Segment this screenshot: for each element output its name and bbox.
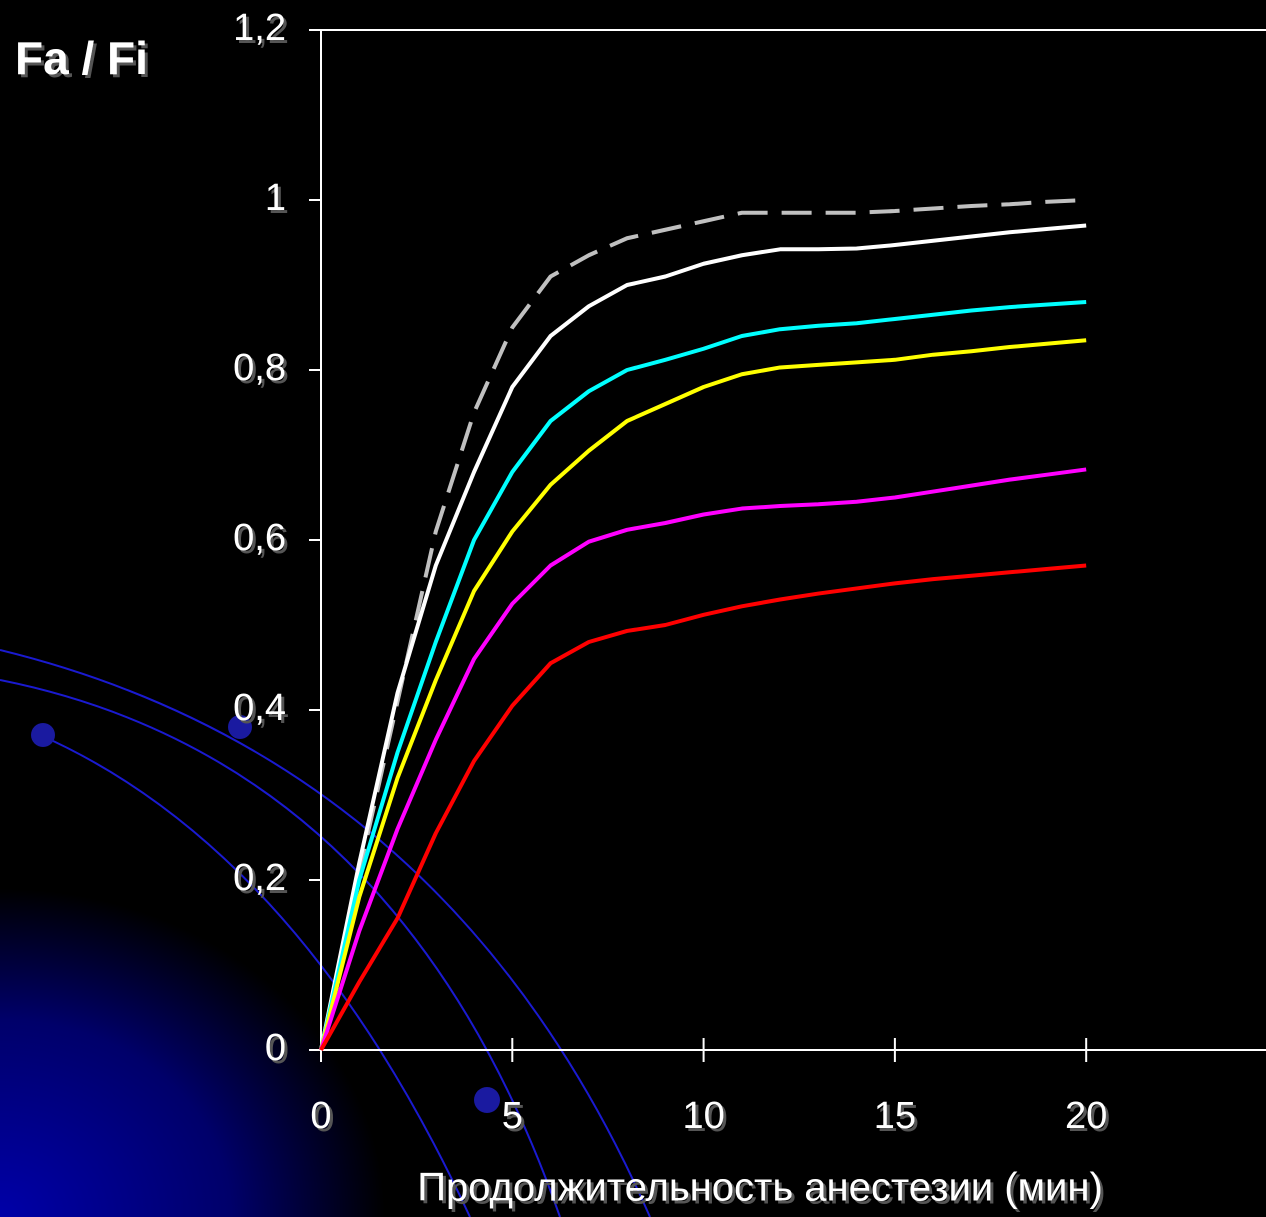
x-tick-label: 15: [874, 1095, 916, 1137]
x-tick-label: 10: [682, 1095, 724, 1137]
x-tick-label: 5: [502, 1095, 523, 1137]
chart: 0 0,2 0,4 0,6 0,8 1 1,2 0 5 10 15 20 Fa / Fi Продол…: [0, 0, 1266, 1217]
decoration-dot: [31, 723, 55, 747]
y-axis-label: Fa / Fi: [15, 32, 148, 84]
y-tick-label: 0,6: [233, 517, 286, 559]
x-tick-label: 0: [310, 1095, 331, 1137]
x-axis-label: Продолжительность анестезии (мин): [417, 1166, 1103, 1210]
y-tick-label: 0,2: [233, 857, 286, 899]
decoration-dot: [474, 1087, 500, 1113]
y-tick-label: 0: [265, 1027, 286, 1069]
y-tick-label: 0,4: [233, 687, 286, 729]
y-tick-label: 1: [265, 177, 286, 219]
y-tick-label: 1,2: [233, 7, 286, 49]
y-tick-label: 0,8: [233, 347, 286, 389]
x-tick-label: 20: [1065, 1095, 1107, 1137]
